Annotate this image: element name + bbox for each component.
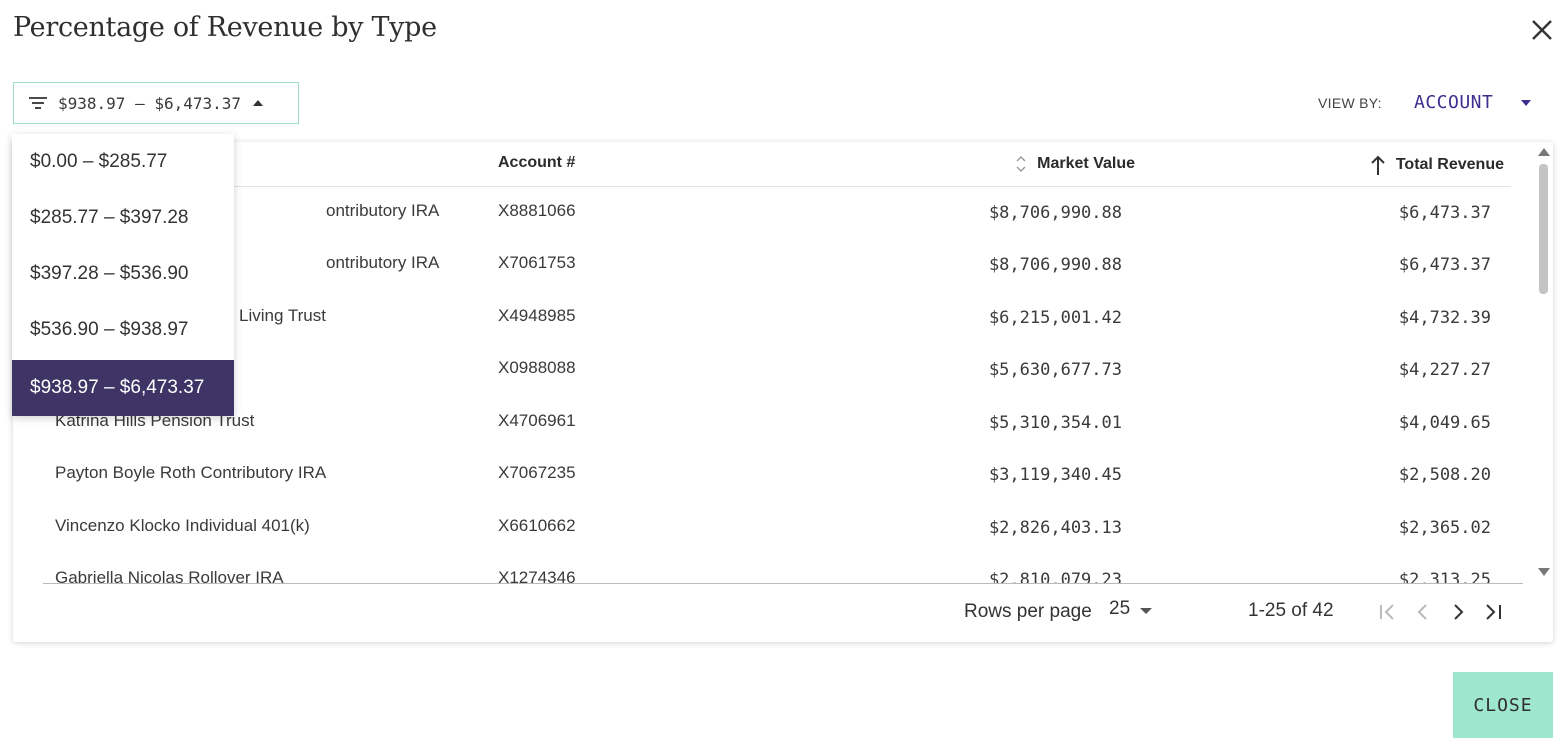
- table-row[interactable]: Payton Boyle Roth Contributory IRA X7067…: [13, 463, 1523, 515]
- caret-down-icon: [1521, 99, 1532, 106]
- header-market-value-label: Market Value: [1037, 155, 1135, 172]
- filter-selected-range: $938.97 – $6,473.37: [58, 93, 242, 113]
- table-body: ontributory IRA X8881066 $8,706,990.88 $…: [13, 188, 1523, 583]
- account-name: ontributory IRA: [326, 201, 440, 220]
- view-by-select[interactable]: ACCOUNT: [1414, 92, 1532, 113]
- range-option[interactable]: $0.00 – $285.77: [30, 151, 168, 172]
- market-value: $8,706,990.88: [988, 203, 1122, 223]
- account-name: Vincenzo Klocko Individual 401(k): [55, 516, 310, 535]
- dialog-title: Percentage of Revenue by Type: [13, 12, 437, 43]
- filter-icon: [29, 97, 47, 109]
- account-name: Living Trust: [239, 306, 326, 325]
- close-button[interactable]: CLOSE: [1453, 672, 1553, 738]
- sort-icon: [1016, 156, 1026, 172]
- account-number: X4948985: [498, 306, 576, 325]
- header-total-revenue-label: Total Revenue: [1395, 156, 1504, 173]
- market-value: $5,630,677.73: [988, 360, 1122, 380]
- revenue-range-dropdown: $0.00 – $285.77 $285.77 – $397.28 $397.2…: [12, 134, 234, 416]
- table-row[interactable]: Gabriella Nicolas Rollover IRA X1274346 …: [13, 568, 1523, 583]
- range-option[interactable]: $285.77 – $397.28: [30, 207, 189, 228]
- scrollbar-thumb[interactable]: [1539, 164, 1548, 294]
- total-revenue: $6,473.37: [1398, 203, 1491, 223]
- revenue-range-filter[interactable]: $938.97 – $6,473.37: [13, 82, 299, 124]
- account-number: X0988088: [498, 358, 576, 377]
- total-revenue: $2,313.25: [1398, 570, 1491, 583]
- account-name: Gabriella Nicolas Rollover IRA: [55, 568, 284, 583]
- market-value: $2,826,403.13: [988, 518, 1122, 538]
- market-value: $8,706,990.88: [988, 255, 1122, 275]
- scroll-down-icon[interactable]: [1538, 568, 1550, 576]
- header-account[interactable]: Account #: [498, 154, 576, 171]
- header-market-value[interactable]: Market Value: [1015, 154, 1135, 174]
- first-page-icon[interactable]: [1377, 601, 1399, 623]
- view-by-label: VIEW BY:: [1318, 95, 1382, 111]
- pagination-range: 1-25 of 42: [1248, 600, 1334, 621]
- close-icon[interactable]: [1528, 16, 1556, 44]
- total-revenue: $6,473.37: [1398, 255, 1491, 275]
- table-row[interactable]: X0988088 $5,630,677.73 $4,227.27: [13, 358, 1523, 410]
- total-revenue: $2,508.20: [1398, 465, 1491, 485]
- previous-page-icon[interactable]: [1412, 601, 1434, 623]
- total-revenue: $4,227.27: [1398, 360, 1491, 380]
- total-revenue: $4,732.39: [1398, 308, 1491, 328]
- table-header: Account # Market Value Total Revenue: [43, 142, 1511, 187]
- table-pagination: Rows per page 25 1-25 of 42: [13, 584, 1553, 642]
- account-name: ontributory IRA: [326, 253, 440, 272]
- table-scrollbar[interactable]: [1537, 146, 1551, 582]
- table-row[interactable]: Living Trust X4948985 $6,215,001.42 $4,7…: [13, 306, 1523, 358]
- scroll-up-icon[interactable]: [1538, 148, 1550, 156]
- account-number: X8881066: [498, 201, 576, 220]
- table-row[interactable]: Vincenzo Klocko Individual 401(k) X66106…: [13, 516, 1523, 568]
- account-number: X4706961: [498, 411, 576, 430]
- table-row[interactable]: ontributory IRA X8881066 $8,706,990.88 $…: [13, 201, 1523, 253]
- caret-up-icon: [253, 100, 264, 106]
- rows-per-page-label: Rows per page: [964, 601, 1092, 622]
- total-revenue: $4,049.65: [1398, 413, 1491, 433]
- account-number: X7061753: [498, 253, 576, 272]
- rows-per-page-select[interactable]: 25: [1109, 598, 1153, 620]
- last-page-icon[interactable]: [1482, 601, 1504, 623]
- table-row[interactable]: Katrina Hills Pension Trust X4706961 $5,…: [13, 411, 1523, 463]
- view-by-value: ACCOUNT: [1414, 92, 1494, 113]
- arrow-up-icon: [1371, 155, 1385, 175]
- market-value: $6,215,001.42: [988, 308, 1122, 328]
- market-value: $2,810,079.23: [988, 570, 1122, 583]
- table-row[interactable]: ontributory IRA X7061753 $8,706,990.88 $…: [13, 253, 1523, 305]
- table-divider: [43, 583, 1523, 584]
- market-value: $3,119,340.45: [988, 465, 1122, 485]
- account-number: X7067235: [498, 463, 576, 482]
- total-revenue: $2,365.02: [1398, 518, 1491, 538]
- header-total-revenue[interactable]: Total Revenue: [1370, 154, 1504, 176]
- range-option[interactable]: $536.90 – $938.97: [30, 319, 189, 340]
- account-name: Payton Boyle Roth Contributory IRA: [55, 463, 327, 482]
- next-page-icon[interactable]: [1447, 601, 1469, 623]
- rows-per-page-value: 25: [1109, 598, 1131, 619]
- range-option-selected[interactable]: $938.97 – $6,473.37: [12, 360, 234, 416]
- range-option[interactable]: $397.28 – $536.90: [30, 263, 189, 284]
- results-table-card: Account # Market Value Total Revenue ont…: [13, 142, 1553, 642]
- market-value: $5,310,354.01: [988, 413, 1122, 433]
- account-number: X6610662: [498, 516, 576, 535]
- account-number: X1274346: [498, 568, 576, 583]
- caret-down-icon: [1140, 608, 1153, 614]
